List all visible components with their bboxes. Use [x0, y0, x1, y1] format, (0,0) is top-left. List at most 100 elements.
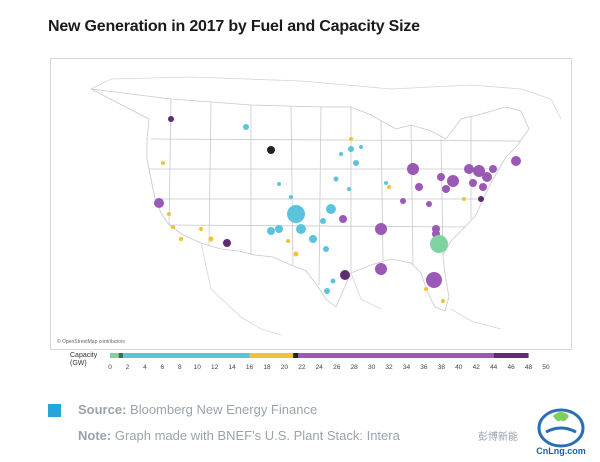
capacity-legend: Capacity (GW) 0 2 4 6 8 10 12 14 16 18 20 22 24 26 28 3… — [48, 350, 568, 376]
generation-bubbles — [154, 116, 521, 303]
bubble-darkpurple — [168, 116, 174, 122]
legend-segment — [123, 353, 250, 358]
map[interactable]: © OpenStreetMap contributors — [50, 58, 572, 350]
legend-tick-label: 50 — [542, 364, 550, 371]
source-line: Source: Bloomberg New Energy Finance — [78, 400, 317, 420]
legend-tick-label: 14 — [228, 364, 236, 371]
map-base — [90, 76, 562, 336]
bubble-purple — [154, 198, 164, 208]
bubble-purple — [375, 263, 387, 275]
bubble-purple — [464, 164, 474, 174]
legend-tick-label: 24 — [316, 364, 324, 371]
legend-tick-label: 0 — [108, 364, 112, 371]
source-text: Bloomberg New Energy Finance — [130, 402, 318, 417]
legend-tick-label: 4 — [143, 364, 147, 371]
bubble-teal — [277, 182, 281, 186]
bubble-purple — [415, 183, 423, 191]
legend-tick-label: 6 — [161, 364, 165, 371]
bubble-purple — [473, 165, 485, 177]
bubble-teal — [333, 176, 339, 182]
bubble-yellow — [462, 197, 466, 201]
bubble-darkpurple — [478, 196, 484, 202]
bubble-yellow — [208, 236, 214, 242]
legend-tick-label: 48 — [525, 364, 533, 371]
legend-bar: 0 2 4 6 8 10 12 14 16 18 20 22 24 26 28 30 32 34 36 38 40 42 4… — [108, 353, 550, 371]
bubble-teal — [353, 160, 359, 166]
map-credit: © OpenStreetMap contributors — [57, 339, 125, 345]
source-marker — [48, 404, 61, 417]
bubble-yellow — [424, 287, 428, 291]
legend-tick-label: 12 — [211, 364, 219, 371]
legend-segment — [493, 353, 529, 358]
bubble-yellow — [387, 185, 391, 189]
bubble-purple — [375, 223, 387, 235]
legend-segment — [118, 353, 124, 358]
bubble-green-large — [430, 235, 448, 253]
legend-segment — [249, 353, 294, 358]
us-outline — [90, 88, 530, 312]
watermark-text: 彭博新能 — [478, 432, 518, 443]
bubble-teal — [289, 195, 293, 199]
legend-tick-label: 2 — [126, 364, 130, 371]
bubble-purple — [426, 272, 442, 288]
bubble-teal — [323, 246, 329, 252]
bubble-teal — [324, 288, 330, 294]
bubble-yellow — [179, 237, 183, 241]
legend-tick-label: 42 — [473, 364, 481, 371]
source-label: Source: — [78, 402, 127, 417]
bubble-yellow — [167, 212, 171, 216]
legend-segment — [298, 353, 494, 358]
bubble-purple — [489, 165, 497, 173]
cnlng-logo: CnLng.com — [536, 408, 586, 456]
bubble-yellow — [171, 225, 175, 229]
bubble-purple — [447, 175, 459, 187]
bubble-purple — [339, 215, 347, 223]
bubble-purple — [407, 163, 419, 175]
legend-tick-label: 8 — [178, 364, 182, 371]
bubble-darkpurple — [340, 270, 350, 280]
bubble-teal — [348, 146, 354, 152]
legend-tick-label: 30 — [368, 364, 376, 371]
bubble-purple — [482, 172, 492, 182]
bubble-teal — [309, 235, 317, 243]
bubble-teal — [330, 278, 336, 284]
legend-tick-label: 40 — [455, 364, 463, 371]
note-text: Graph made with BNEF's U.S. Plant Stack:… — [114, 428, 400, 443]
bubble-purple — [469, 179, 477, 187]
note-label: Note: — [78, 428, 112, 443]
bubble-teal — [326, 204, 336, 214]
legend-tick-label: 18 — [263, 364, 271, 371]
legend-label-line1: Capacity — [70, 352, 98, 359]
legend-tick-label: 28 — [351, 364, 359, 371]
bubble-purple — [400, 198, 406, 204]
bubble-purple — [437, 173, 445, 181]
legend-tick-label: 46 — [508, 364, 516, 371]
legend-tick-label: 16 — [246, 364, 254, 371]
legend-tick-label: 22 — [298, 364, 306, 371]
bubble-yellow — [441, 299, 445, 303]
legend-tick-label: 20 — [281, 364, 289, 371]
bubble-darkpurple — [223, 239, 231, 247]
bubble-teal — [359, 145, 363, 149]
logo-text: CnLng.com — [536, 446, 586, 456]
bubble-yellow — [286, 239, 290, 243]
bubble-yellow — [199, 227, 203, 231]
bubble-purple — [442, 185, 450, 193]
bubble-teal — [275, 225, 283, 233]
bubble-teal — [296, 224, 306, 234]
bubble-yellow — [161, 161, 165, 165]
bubble-teal-large — [287, 205, 305, 223]
chart-title: New Generation in 2017 by Fuel and Capac… — [48, 18, 420, 35]
legend-tick-label: 36 — [420, 364, 428, 371]
bubble-teal — [384, 181, 388, 185]
legend-tick-label: 44 — [490, 364, 498, 371]
legend-tick-label: 34 — [403, 364, 411, 371]
bubble-darkpurple — [267, 146, 275, 154]
legend-label: Capacity (GW) — [70, 352, 97, 368]
bubble-purple — [511, 156, 521, 166]
bubble-teal — [320, 218, 326, 224]
legend-tick-label: 10 — [194, 364, 202, 371]
bubble-yellow — [293, 251, 299, 257]
bubble-teal — [339, 152, 343, 156]
bubble-teal — [347, 187, 351, 191]
